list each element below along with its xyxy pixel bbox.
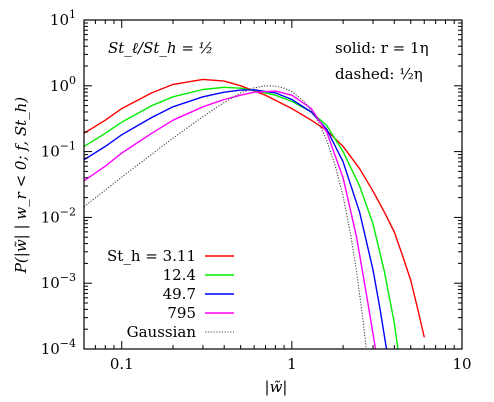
legend-label-1: 12.4 [163, 266, 196, 284]
solid-annotation: solid: r = 1η [335, 39, 429, 57]
x-tick-label: 0.1 [110, 355, 134, 373]
y-tick-label: 10−3 [41, 271, 76, 292]
series-line-2 [84, 89, 388, 349]
x-axis-label: |w̃| [265, 378, 288, 396]
y-tick-label: 10−1 [41, 140, 76, 161]
series-curves [84, 78, 425, 349]
legend-label-4: Gaussian [127, 323, 197, 341]
legend-label-2: 49.7 [163, 285, 196, 303]
series-line-4 [84, 85, 367, 349]
y-tick-label: 10−2 [41, 205, 76, 226]
y-tick-label: 101 [50, 8, 76, 29]
y-tick-label: 10−4 [41, 337, 76, 358]
axis-ticks: 0.1 1 10 101 100 10−1 10−2 10−3 10−4 [41, 8, 472, 373]
x-tick-label: 10 [452, 355, 471, 373]
x-tick-label: 1 [287, 355, 297, 373]
dashed-annotation: dashed: ½η [335, 65, 423, 83]
y-axis-label: P(|w̃| | w_r < 0; f, St_h) [12, 97, 30, 274]
y-tick-label: 100 [50, 74, 76, 95]
legend-label-3: 795 [167, 304, 196, 322]
legend-label-0: St_h = 3.11 [107, 247, 196, 265]
series-line-3 [84, 90, 377, 349]
series-line-1 [84, 86, 399, 349]
plot-frame [83, 19, 463, 350]
series-line-0 [84, 78, 425, 338]
ratio-annotation: St_ℓ/St_h = ½ [108, 39, 213, 57]
